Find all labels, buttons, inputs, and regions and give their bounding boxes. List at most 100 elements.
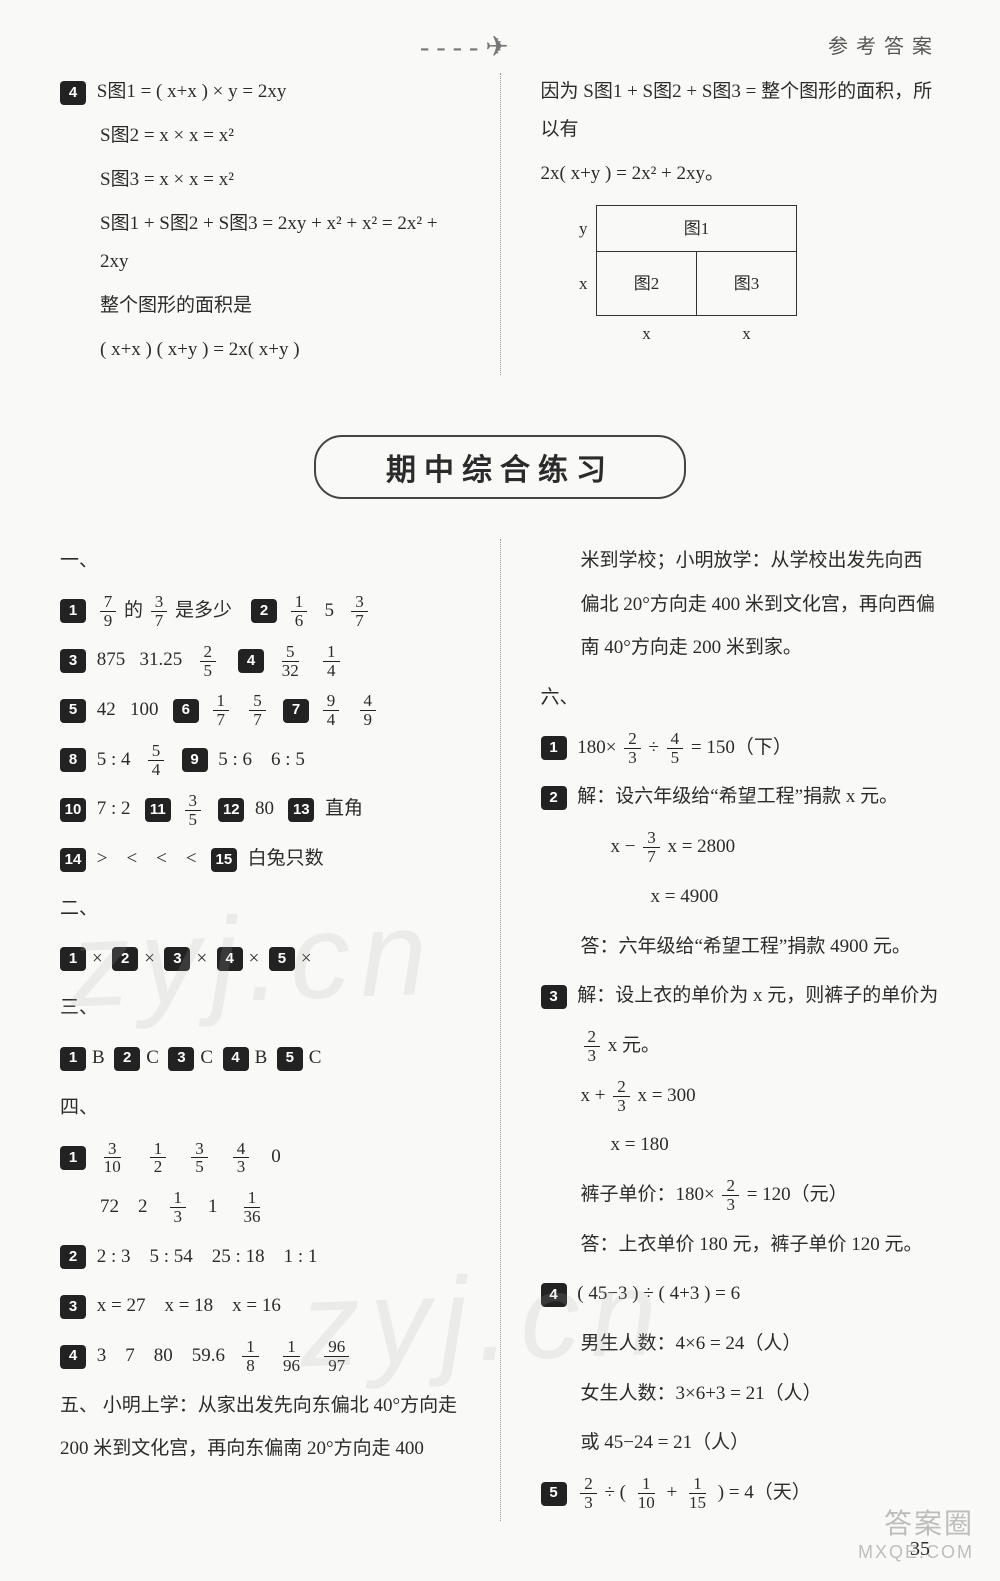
value: 31.25: [140, 649, 183, 670]
top-left-col: 4 S图1 = ( x+x ) × y = 2xy S图2 = x × x = …: [60, 73, 460, 375]
value: ×: [249, 948, 260, 969]
header-title: 参考答案: [828, 36, 940, 58]
qnum: 8: [60, 748, 86, 772]
text: ÷: [648, 737, 658, 758]
fraction: 532: [278, 643, 303, 680]
section-title: 五、: [60, 1395, 98, 1416]
value: B: [255, 1047, 268, 1068]
qnum: 1: [60, 947, 86, 971]
text: x = 2800: [667, 836, 735, 857]
value: 0: [271, 1146, 281, 1167]
value: C: [309, 1047, 322, 1068]
eq: S图2 = x × x = x²: [100, 125, 234, 146]
page-number: 35: [910, 1538, 930, 1561]
value: 875: [97, 649, 126, 670]
left-column: 一、 1 79 的 37 是多少 2 16 5 37 3 875 31.25 2…: [60, 539, 460, 1521]
text: 因为 S图1 + S图2 + S图3 = 整个图形的面积，所以有: [541, 81, 933, 140]
fraction: 25: [200, 643, 217, 680]
value: 2 : 3 5 : 54 25 : 18 1 : 1: [97, 1246, 318, 1267]
main-block: 一、 1 79 的 37 是多少 2 16 5 37 3 875 31.25 2…: [60, 539, 940, 1521]
qnum: 7: [283, 699, 309, 723]
text: 的: [124, 600, 143, 621]
qnum: 3: [60, 1295, 86, 1319]
value: 白兔只数: [248, 848, 324, 869]
qnum: 4: [60, 81, 86, 105]
fraction: 79: [100, 593, 117, 630]
fraction: 23: [722, 1177, 739, 1214]
fraction: 54: [148, 742, 165, 779]
value: 5 : 4: [97, 749, 131, 770]
text: 米到学校；小明放学：从学校出发先向西偏北 20°方向走 400 米到文化宫，再向…: [581, 550, 935, 658]
area-diagram: y 图1 x 图2 图3 x x: [571, 205, 941, 352]
qnum: 2: [541, 786, 567, 810]
fraction: 23: [584, 1028, 601, 1065]
value: x = 27 x = 18 x = 16: [97, 1295, 281, 1316]
text: 男生人数：4×6 = 24（人）: [581, 1333, 802, 1354]
qnum: 9: [182, 748, 208, 772]
qnum: 3: [541, 985, 567, 1009]
text: 180×: [577, 737, 616, 758]
text: 女生人数：3×6+3 = 21（人）: [581, 1383, 822, 1404]
diag-xlabel: x: [597, 316, 697, 353]
fraction: 18: [242, 1338, 259, 1375]
fraction: 16: [291, 593, 308, 630]
value: ×: [196, 948, 207, 969]
text: +: [667, 1482, 678, 1503]
qnum: 2: [60, 1245, 86, 1269]
fraction: 23: [624, 730, 641, 767]
qnum: 3: [168, 1047, 194, 1071]
text: 是多少: [175, 600, 232, 621]
fraction: 310: [100, 1140, 125, 1177]
text: 或 45−24 = 21（人）: [581, 1432, 750, 1453]
text: ÷ (: [605, 1482, 627, 1503]
text: x = 300: [637, 1085, 695, 1106]
qnum: 2: [112, 947, 138, 971]
fraction: 9697: [324, 1338, 349, 1375]
value: 80: [255, 798, 274, 819]
value: 5: [325, 600, 335, 621]
qnum: 4: [541, 1283, 567, 1307]
paperplane-deco: - - - - ✈: [420, 30, 509, 64]
fraction: 13: [170, 1189, 187, 1226]
fraction: 115: [685, 1475, 710, 1512]
qnum: 1: [60, 599, 86, 623]
qnum: 3: [60, 649, 86, 673]
fraction: 12: [150, 1140, 167, 1177]
section-title: 三、: [60, 986, 460, 1030]
qnum: 12: [218, 798, 244, 822]
fraction: 94: [323, 692, 340, 729]
value: 5 : 6 6 : 5: [218, 749, 305, 770]
fraction: 37: [351, 593, 368, 630]
text: x 元。: [608, 1035, 660, 1056]
value: > < < <: [97, 848, 197, 869]
banner-text: 期中综合练习: [314, 435, 686, 499]
fraction: 17: [213, 692, 230, 729]
fraction: 14: [323, 643, 340, 680]
qnum: 2: [251, 599, 277, 623]
eq: S图1 + S图2 + S图3 = 2xy + x² + x² = 2x² + …: [100, 213, 438, 272]
fraction: 196: [279, 1338, 304, 1375]
eq: 2x( x+y ) = 2x² + 2xy。: [541, 163, 725, 184]
right-column: 米到学校；小明放学：从学校出发先向西偏北 20°方向走 400 米到文化宫，再向…: [541, 539, 941, 1521]
qnum: 4: [238, 649, 264, 673]
diag-cell: 图2: [597, 252, 697, 316]
qnum: 15: [211, 848, 237, 872]
qnum: 5: [277, 1047, 303, 1071]
eq: ( x+x ) ( x+y ) = 2x( x+y ): [100, 339, 300, 360]
value: C: [200, 1047, 213, 1068]
qnum: 4: [217, 947, 243, 971]
value: 1: [208, 1196, 218, 1217]
section-title: 一、: [60, 539, 460, 583]
qnum: 5: [541, 1482, 567, 1506]
text: = 120（元）: [747, 1184, 848, 1205]
qnum: 5: [60, 699, 86, 723]
diag-cell: 图3: [697, 252, 797, 316]
top-block: 4 S图1 = ( x+x ) × y = 2xy S图2 = x × x = …: [60, 73, 940, 375]
value: ×: [144, 948, 155, 969]
fraction: 136: [240, 1189, 265, 1226]
diag-y: y: [571, 206, 597, 252]
qnum: 4: [60, 1345, 86, 1369]
section-title: 六、: [541, 676, 941, 720]
vertical-separator: [500, 73, 501, 375]
text: 解：设上衣的单价为 x 元，则裤子的单价为: [577, 985, 938, 1006]
